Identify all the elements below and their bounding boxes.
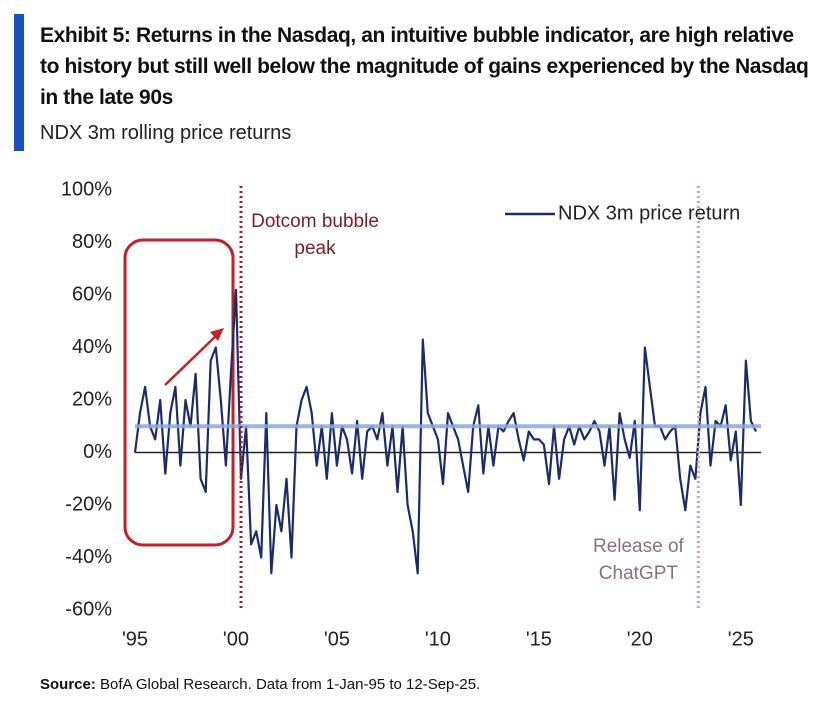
x-tick-label: '00 xyxy=(223,628,249,650)
event-label: Dotcom bubble xyxy=(251,211,379,232)
title: Exhibit 5: Returns in the Nasdaq, an int… xyxy=(40,24,809,109)
y-tick-label: -60% xyxy=(65,598,112,620)
chart: -60% -40% -20% 0% 20% 40% 60% 80% 100% '95 '00 '05 '… xyxy=(14,14,761,650)
arrow-head xyxy=(210,328,224,341)
source: Source: BofA Global Research. Data from … xyxy=(40,676,480,693)
y-tick-label: 80% xyxy=(72,231,112,253)
x-tick-label: '20 xyxy=(627,628,653,650)
x-tick-label: '15 xyxy=(526,628,552,650)
y-tick-label: 20% xyxy=(72,388,112,410)
y-tick-label: 60% xyxy=(72,283,112,305)
event-label: peak xyxy=(294,238,336,259)
arrow xyxy=(164,333,219,386)
title-bar xyxy=(14,14,24,151)
y-tick-label: 40% xyxy=(72,336,112,358)
y-tick-label: -20% xyxy=(65,493,112,515)
x-tick-label: '10 xyxy=(425,628,451,650)
subtitle: NDX 3m rolling price returns xyxy=(40,122,292,144)
y-tick-label: 0% xyxy=(83,441,112,463)
x-tick-label: '95 xyxy=(122,628,148,650)
x-tick-label: '25 xyxy=(728,628,754,650)
highlight-box xyxy=(123,238,235,547)
event-label: Release of xyxy=(593,536,685,557)
source-label: Source: xyxy=(40,676,96,693)
x-tick-label: '05 xyxy=(324,628,350,650)
event-label: ChatGPT xyxy=(599,563,679,584)
source-text: BofA Global Research. Data from 1-Jan-95… xyxy=(100,676,481,693)
y-tick-label: -40% xyxy=(65,546,112,568)
data-line xyxy=(133,288,757,575)
legend-label: NDX 3m price return xyxy=(558,202,740,224)
y-tick-label: 100% xyxy=(61,178,112,200)
